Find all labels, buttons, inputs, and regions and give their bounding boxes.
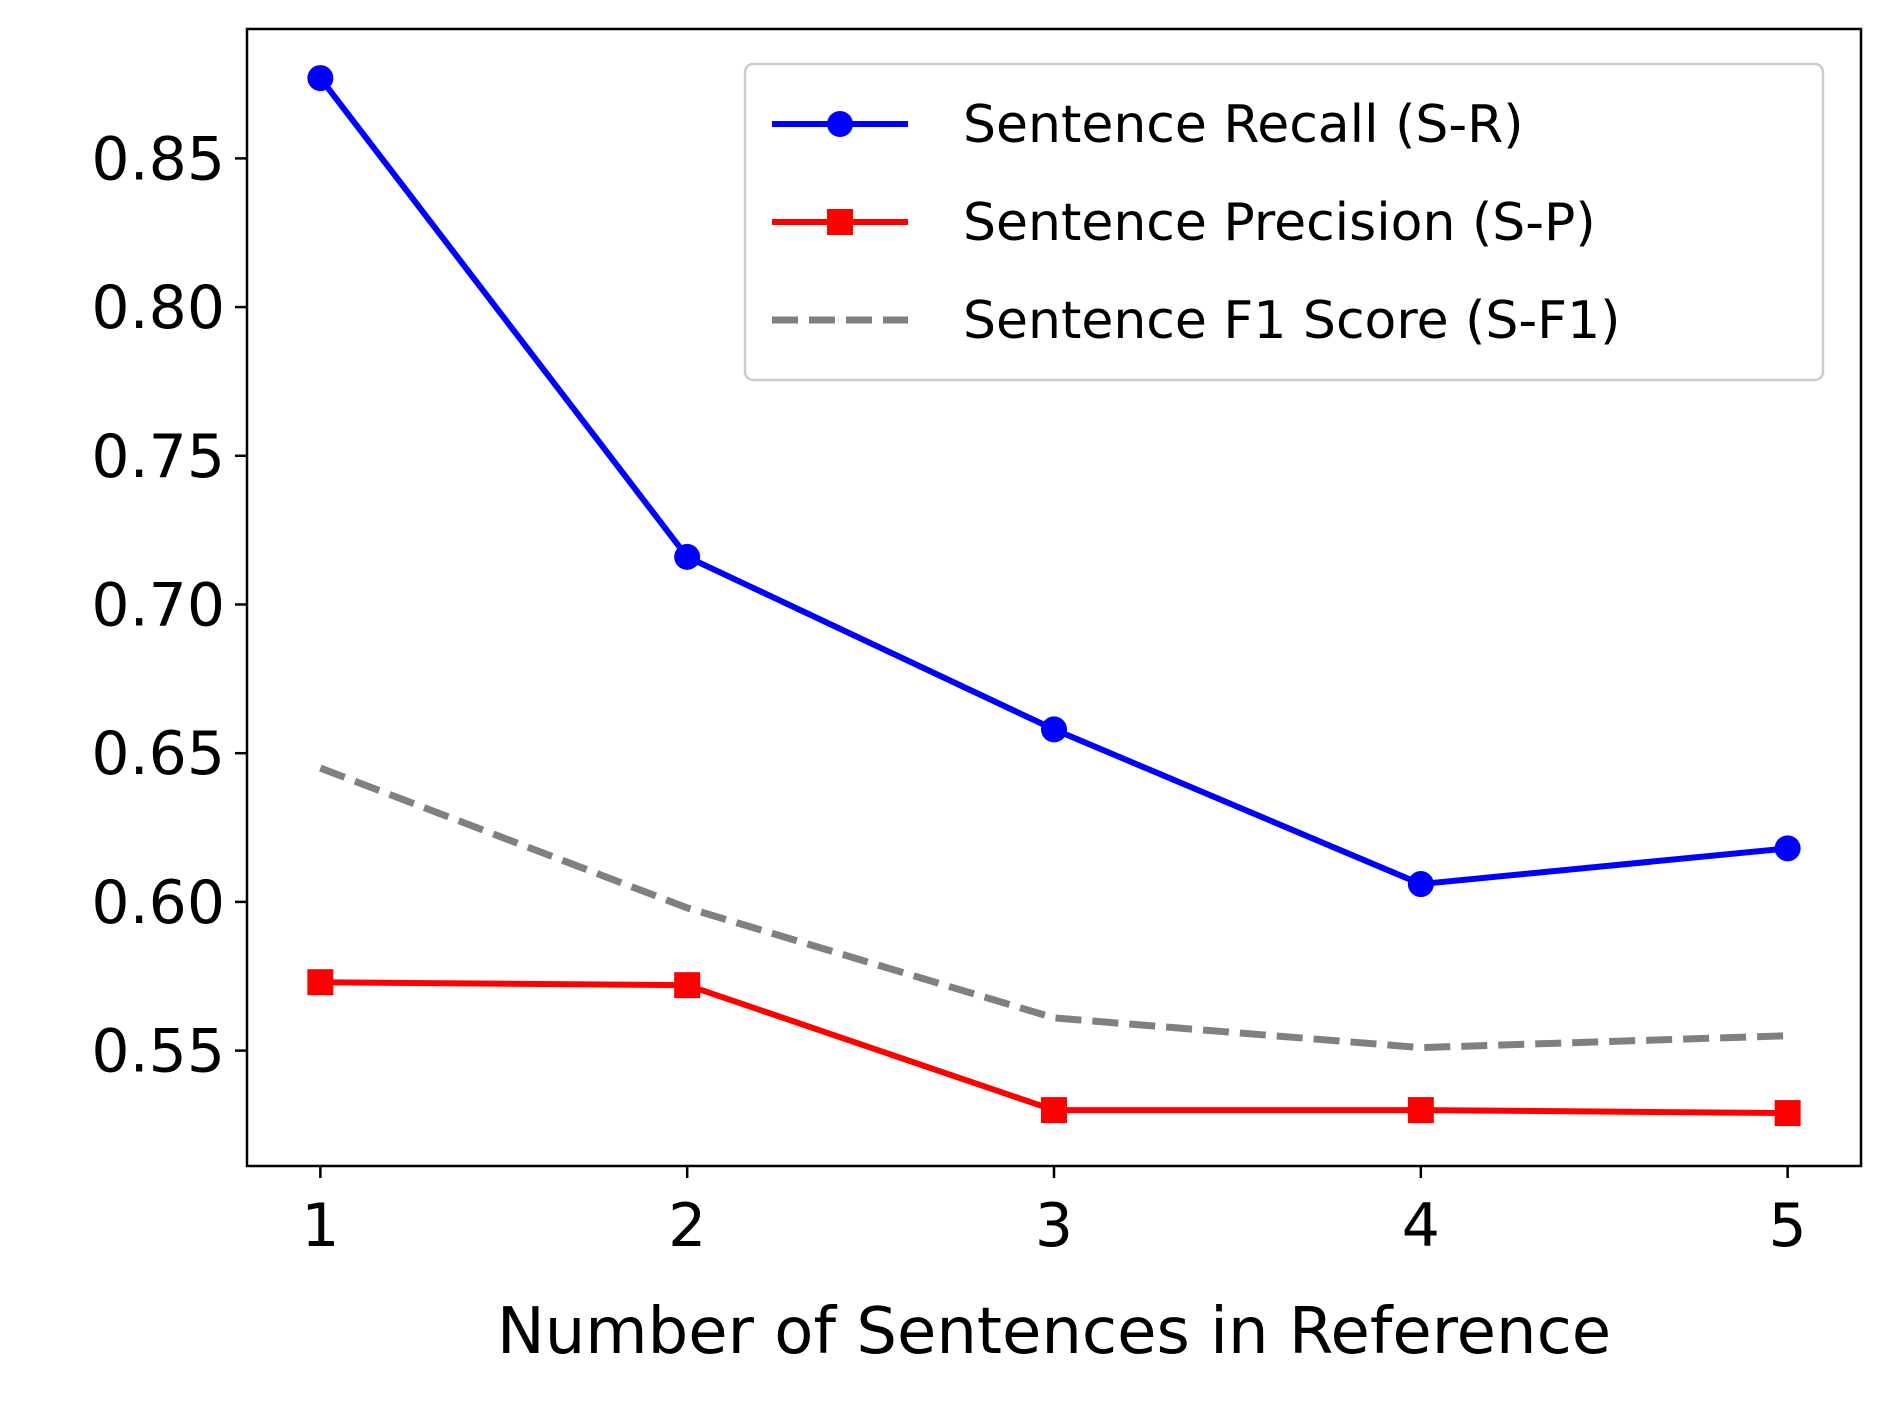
series-1-point <box>1774 1100 1801 1127</box>
legend-marker-1 <box>827 209 853 235</box>
x-tick-label: 1 <box>301 1191 339 1261</box>
y-tick-label: 0.75 <box>91 422 225 492</box>
legend-marker-0 <box>827 111 853 137</box>
y-tick-label: 0.80 <box>91 273 225 343</box>
series-1-point <box>1041 1097 1067 1124</box>
x-tick-label: 2 <box>668 1191 706 1261</box>
y-tick-label: 0.85 <box>91 124 225 194</box>
series-layer <box>307 65 1801 1127</box>
x-axis: 1 2 3 4 5 <box>301 1166 1807 1261</box>
y-tick-label: 0.65 <box>91 719 225 789</box>
series-line-1 <box>320 979 1788 1117</box>
legend-label-2: Sentence F1 Score (S-F1) <box>963 291 1620 351</box>
y-tick-label: 0.55 <box>91 1017 225 1087</box>
legend-label-1: Sentence Precision (S-P) <box>963 193 1596 253</box>
x-axis-title: Number of Sentences in Reference <box>497 1295 1611 1369</box>
series-1-point <box>1407 1097 1434 1124</box>
series-0-point <box>674 543 701 570</box>
series-0-point <box>307 65 334 92</box>
y-tick-label: 0.70 <box>91 570 225 640</box>
series-0-point <box>1407 871 1434 898</box>
legend-label-0: Sentence Recall (S-R) <box>963 95 1524 155</box>
series-1-point <box>307 969 334 996</box>
y-tick-label: 0.60 <box>91 868 225 938</box>
x-tick-label: 4 <box>1402 1191 1440 1261</box>
legend: Sentence Recall (S-R) Sentence Precision … <box>743 62 1825 382</box>
series-line-2 <box>319 764 1788 1052</box>
series-0-point <box>1041 716 1067 743</box>
legend-box <box>743 62 1825 382</box>
x-tick-label: 3 <box>1035 1191 1073 1261</box>
series-0-point <box>1774 835 1801 862</box>
y-axis: 0.55 0.60 0.65 0.70 0.75 0.80 0.85 <box>91 124 247 1087</box>
x-tick-label: 5 <box>1769 1191 1807 1261</box>
series-1-point <box>674 972 701 999</box>
